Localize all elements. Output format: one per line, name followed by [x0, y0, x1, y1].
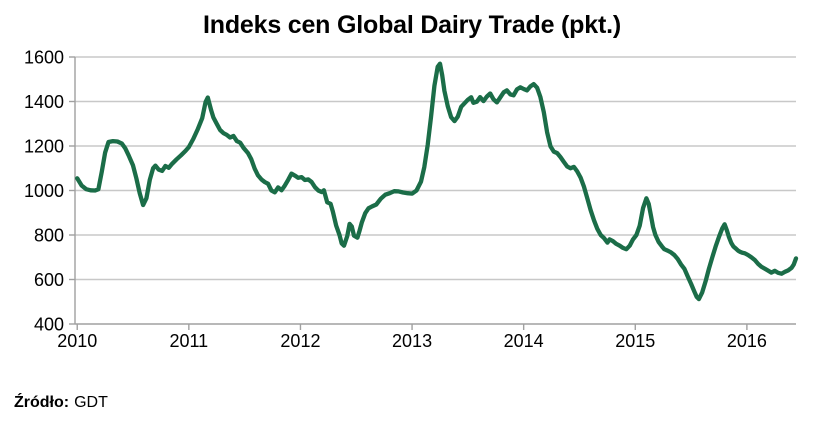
x-axis-tick-label-2011: 2011	[169, 331, 208, 351]
y-axis-tick-label-1200: 1200	[24, 136, 64, 156]
series-line-gdt-index	[75, 61, 799, 302]
source-value: GDT	[74, 394, 108, 411]
chart-title: Indeks cen Global Dairy Trade (pkt.)	[203, 11, 621, 39]
y-axis-tick-label-1400: 1400	[24, 92, 64, 112]
y-axis-tick-label-400: 400	[34, 314, 64, 334]
source-label: Źródło:	[14, 394, 70, 411]
y-axis-tick-label-1600: 1600	[24, 47, 64, 67]
x-axis-tick-label-2016: 2016	[727, 331, 767, 351]
x-axis-tick-label-2010: 2010	[57, 331, 97, 351]
x-axis-tick-label-2014: 2014	[504, 331, 544, 351]
y-axis-tick-label-800: 800	[34, 225, 64, 245]
x-axis-tick-label-2012: 2012	[280, 331, 320, 351]
x-axis-tick-label-2013: 2013	[392, 331, 432, 351]
y-axis-tick-label-600: 600	[34, 270, 64, 290]
y-axis-tick-label-1000: 1000	[24, 181, 64, 201]
x-axis-tick-label-2015: 2015	[615, 331, 655, 351]
source-line: Źródło: GDT	[14, 394, 108, 412]
